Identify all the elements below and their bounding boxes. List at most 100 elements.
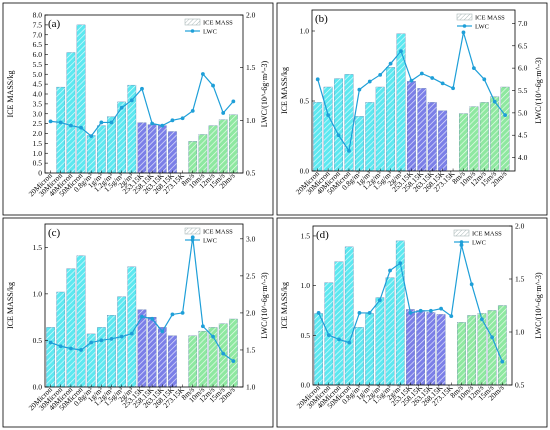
panel-d: 0.00.51.01.50.51.01.52.020Micron30Micron… bbox=[276, 217, 548, 428]
legend-bar-swatch bbox=[184, 227, 201, 235]
lwc-point bbox=[140, 314, 144, 319]
ice-mass-bar-hatch bbox=[500, 87, 510, 171]
ice-mass-bar-hatch bbox=[457, 322, 466, 385]
lwc-point bbox=[160, 329, 165, 334]
lwc-point bbox=[58, 120, 63, 125]
y-tick-label: 7.5 bbox=[33, 20, 43, 29]
lwc-point bbox=[451, 86, 455, 91]
lwc-point bbox=[419, 71, 424, 76]
ice-mass-bar-hatch bbox=[334, 78, 343, 171]
y-tick-label: 3.5 bbox=[33, 99, 43, 108]
ice-mass-bar-hatch bbox=[87, 333, 96, 387]
lwc-point bbox=[367, 79, 372, 84]
y2-tick-label: 1.5 bbox=[246, 63, 256, 72]
y2-tick-label: 2.0 bbox=[246, 308, 256, 317]
y2-tick-label: 4.0 bbox=[518, 153, 528, 162]
lwc-point bbox=[150, 121, 155, 126]
lwc-point bbox=[408, 311, 413, 315]
lwc-point bbox=[221, 351, 226, 356]
lwc-point bbox=[109, 120, 114, 125]
lwc-point bbox=[99, 338, 104, 343]
legend-bar-swatch bbox=[456, 13, 473, 21]
y-tick-label: 0.0 bbox=[33, 383, 43, 392]
lwc-point bbox=[68, 346, 73, 351]
ice-mass-bar-hatch bbox=[365, 102, 375, 171]
ice-mass-bar-hatch bbox=[56, 87, 65, 173]
lwc-point bbox=[479, 317, 484, 322]
y-axis-title: ICE MASS/kg bbox=[280, 67, 289, 114]
ice-mass-bar-hatch bbox=[459, 113, 468, 171]
y-tick-label: 4.5 bbox=[33, 80, 43, 89]
ice-mass-bar-hatch bbox=[76, 24, 86, 173]
ice-mass-bar-hatch bbox=[229, 114, 238, 173]
y-tick-label: 0.5 bbox=[300, 97, 310, 106]
lwc-point bbox=[461, 30, 466, 35]
ice-mass-bar-hatch bbox=[198, 331, 208, 387]
y-axis-title: ICE MASS/kg bbox=[6, 282, 15, 329]
ice-mass-bar-hatch bbox=[127, 85, 136, 173]
y-tick-label: 0.5 bbox=[33, 159, 43, 168]
y2-axis-title: LWC/(10^-6g·m^-3) bbox=[260, 272, 269, 339]
y-tick-label: 1.5 bbox=[33, 139, 43, 148]
plot-frame bbox=[312, 225, 513, 386]
lwc-point bbox=[459, 243, 464, 247]
ice-mass-bar-hatch bbox=[56, 291, 65, 387]
lwc-point bbox=[357, 311, 362, 315]
ice-mass-bar-hatch bbox=[487, 310, 497, 385]
ice-mass-bar-hatch bbox=[66, 268, 76, 387]
ice-mass-bar-hatch bbox=[117, 296, 126, 387]
y-tick-label: 1.5 bbox=[301, 231, 311, 240]
panel-label: (b) bbox=[315, 13, 328, 25]
ice-mass-bar-hatch bbox=[97, 125, 106, 173]
ice-mass-bar-hatch bbox=[406, 309, 415, 385]
y2-tick-label: 4.5 bbox=[518, 131, 528, 140]
lwc-point bbox=[129, 331, 134, 336]
panel-border bbox=[2, 217, 274, 428]
lwc-point bbox=[119, 105, 124, 110]
y2-tick-label: 1.5 bbox=[515, 275, 525, 284]
ice-mass-bar-hatch bbox=[313, 102, 322, 171]
ice-mass-bar-hatch bbox=[498, 305, 507, 385]
ice-mass-bar-hatch bbox=[168, 131, 177, 173]
lwc-point bbox=[398, 261, 403, 265]
ice-mass-bar-hatch bbox=[407, 81, 416, 171]
y-tick-label: 1.0 bbox=[301, 281, 311, 290]
ice-mass-bar-hatch bbox=[416, 310, 425, 385]
ice-mass-bar-hatch bbox=[137, 309, 147, 387]
lwc-point bbox=[500, 359, 505, 364]
ice-mass-bar-hatch bbox=[188, 335, 197, 387]
lwc-point bbox=[79, 125, 83, 130]
ice-mass-bar-hatch bbox=[345, 246, 354, 385]
y-tick-label: 3.0 bbox=[33, 109, 43, 118]
lwc-point bbox=[315, 77, 320, 82]
y2-tick-label: 6.5 bbox=[518, 41, 528, 50]
ice-mass-bar-hatch bbox=[426, 312, 436, 385]
ice-mass-bar-hatch bbox=[208, 125, 218, 173]
legend-line-label: LWC bbox=[203, 238, 217, 245]
y2-tick-label: 2.0 bbox=[246, 11, 256, 20]
lwc-point bbox=[409, 78, 414, 83]
y2-tick-label: 1.0 bbox=[515, 328, 525, 337]
ice-mass-bar-hatch bbox=[323, 87, 333, 171]
panel-border bbox=[276, 2, 548, 216]
ice-mass-bar-hatch bbox=[436, 314, 446, 385]
ice-mass-bar-hatch bbox=[76, 255, 86, 387]
lwc-point bbox=[170, 312, 175, 317]
ice-mass-bar-hatch bbox=[127, 266, 136, 387]
ice-mass-bar-hatch bbox=[97, 327, 106, 387]
lwc-point bbox=[211, 334, 215, 339]
ice-mass-bar-hatch bbox=[198, 134, 208, 173]
y2-tick-label: 3.0 bbox=[246, 234, 256, 243]
ice-mass-bar-hatch bbox=[396, 240, 405, 385]
ice-mass-bar-hatch bbox=[107, 315, 116, 387]
lwc-point bbox=[449, 314, 454, 318]
ice-mass-bar-hatch bbox=[87, 135, 96, 173]
ice-mass-bar-hatch bbox=[158, 327, 167, 387]
lwc-point bbox=[337, 337, 341, 342]
lwc-point bbox=[469, 282, 474, 287]
legend-bar-label: ICE MASS bbox=[475, 15, 505, 22]
ice-mass-bar-hatch bbox=[438, 110, 447, 171]
y2-tick-label: 0.5 bbox=[246, 169, 256, 178]
plot-frame bbox=[44, 223, 244, 388]
